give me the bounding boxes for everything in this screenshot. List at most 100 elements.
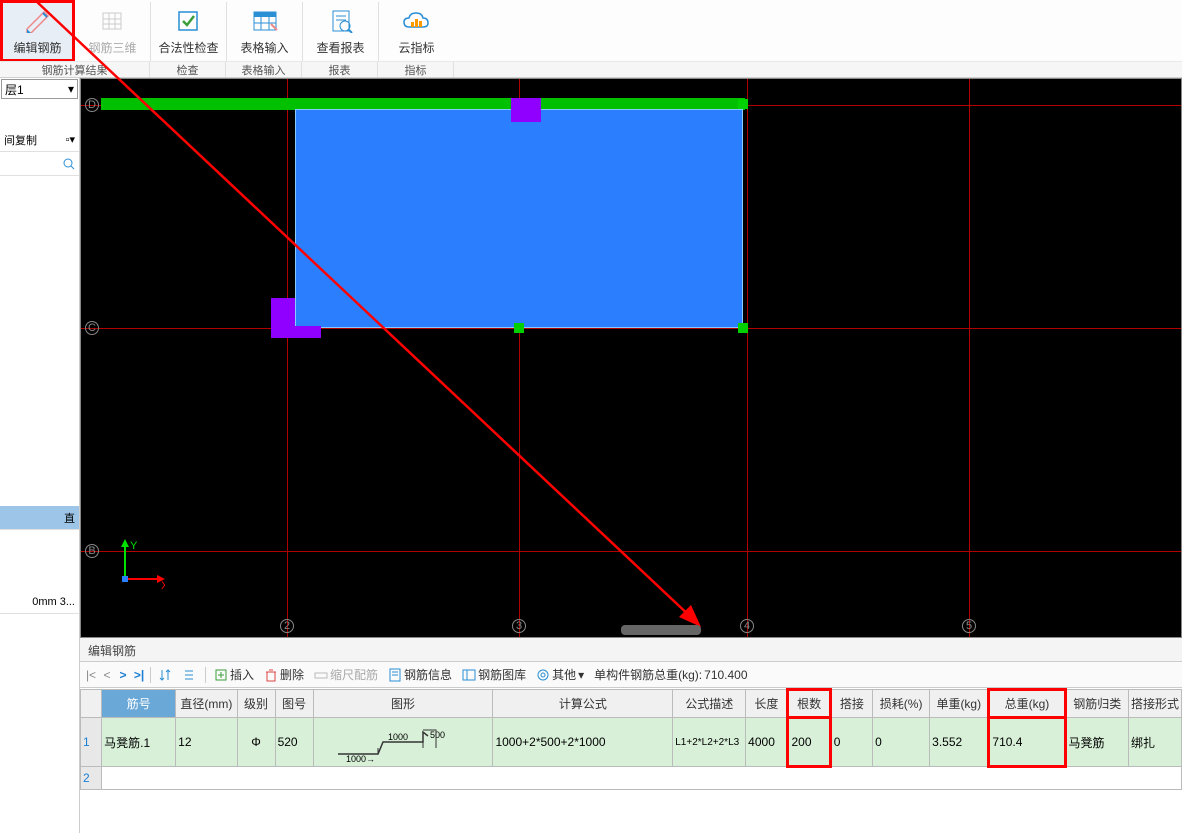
search-item[interactable] [0,152,79,176]
btn-scale: 缩尺配筋 [310,664,382,685]
copy-label[interactable]: 间复制 [4,132,37,148]
pencil-icon [22,7,54,35]
col-shape[interactable]: 图形 [313,690,493,718]
library-icon [462,668,476,682]
table-icon [249,7,281,35]
svg-text:500: 500 [430,730,445,740]
group-label: 表格输入 [226,62,302,77]
col-count[interactable]: 根数 [788,690,830,718]
cell-laptype[interactable]: 绑扎 [1128,718,1181,767]
rebar-shape-icon: 1000 → 1000 500 [328,722,478,762]
nav-next[interactable]: > [116,668,130,682]
cell-formula[interactable]: 1000+2*500+2*1000 [493,718,673,767]
drawing-canvas[interactable]: D C B 2 3 4 5 [80,78,1182,638]
col-grade[interactable]: 级别 [237,690,275,718]
btn-sort2[interactable] [179,666,201,684]
cell-dia[interactable]: 12 [176,718,237,767]
nav-first[interactable]: |< [84,668,98,682]
svg-text:→: → [366,754,375,762]
axis-2: 2 [280,619,294,633]
group-label: 钢筋计算结果 [0,62,150,77]
btn-sort[interactable] [155,666,177,684]
svg-text:1000: 1000 [346,754,366,762]
ribbon-check[interactable]: 合法性检查 [151,0,226,62]
y-label: Y [130,540,138,552]
col-totalw[interactable]: 总重(kg) [989,690,1065,718]
axis-4: 4 [740,619,754,633]
ribbon-edit-rebar[interactable]: 编辑钢筋 [0,0,75,62]
rebar-table: 筋号 直径(mm) 级别 图号 图形 计算公式 公式描述 长度 根数 搭接 损耗… [80,688,1182,790]
col-len[interactable]: 长度 [746,690,788,718]
gridline-5 [969,79,970,637]
col-lap[interactable]: 搭接 [830,690,872,718]
btn-other[interactable]: 其他 ▾ [532,664,588,685]
cell-count[interactable]: 200 [788,718,830,767]
group-label: 指标 [378,62,454,77]
ribbon-label: 钢筋三维 [88,39,136,56]
floor-dropdown[interactable]: 层1 ▾ [1,79,78,99]
cell-shape[interactable]: 1000 → 1000 500 [313,718,493,767]
handle[interactable] [738,323,748,333]
handle[interactable] [738,99,748,109]
col-name[interactable]: 筋号 [102,690,176,718]
purple-node-1[interactable] [511,98,541,122]
cell-shapeno[interactable]: 520 [275,718,313,767]
group-label: 检查 [150,62,226,77]
check-icon [173,7,205,35]
btn-library[interactable]: 钢筋图库 [458,664,530,685]
axis-b: B [85,544,99,558]
cell-name[interactable]: 马凳筋.1 [102,718,176,767]
cell-len[interactable]: 4000 [746,718,788,767]
col-laptype[interactable]: 搭接形式 [1128,690,1181,718]
hscroll-handle[interactable] [621,625,701,635]
ribbon-label: 合法性检查 [158,39,218,56]
gridline-c [81,328,1181,329]
dim-item[interactable]: 0mm 3... [0,590,79,614]
row-num: 1 [81,718,102,767]
cell-desc[interactable]: L1+2*L2+2*L3 [673,718,746,767]
col-loss[interactable]: 损耗(%) [873,690,930,718]
col-shapeno[interactable]: 图号 [275,690,313,718]
col-cat[interactable]: 钢筋归类 [1065,690,1128,718]
left-panel: 层1 ▾ 间复制 ▫▾ 直 0mm 3... [0,78,80,833]
cell-loss[interactable]: 0 [873,718,930,767]
btn-info[interactable]: 钢筋信息 [384,664,456,685]
gridline-4 [747,79,748,637]
selected-item[interactable]: 直 [0,506,79,530]
cell-lap[interactable]: 0 [830,718,872,767]
col-desc[interactable]: 公式描述 [673,690,746,718]
cell-unitw[interactable]: 3.552 [930,718,989,767]
btn-delete[interactable]: 删除 [260,664,308,685]
col-unitw[interactable]: 单重(kg) [930,690,989,718]
table-row[interactable]: 2 [81,767,1182,790]
ribbon-table-input[interactable]: 表格输入 [227,0,302,62]
cell-grade[interactable]: Φ [237,718,275,767]
ribbon-3d[interactable]: 钢筋三维 [75,0,150,62]
cloud-icon [401,7,433,35]
btn-insert[interactable]: 插入 [210,664,258,685]
group-label: 报表 [302,62,378,77]
cell-cat[interactable]: 马凳筋 [1065,718,1128,767]
search-icon [63,158,75,170]
ribbon-cloud[interactable]: 云指标 [379,0,454,62]
chevron-down-icon: ▾ [578,668,584,682]
blue-slab[interactable] [295,109,743,328]
coord-axis: Y X [115,539,165,592]
gridline-2 [287,79,288,637]
col-formula[interactable]: 计算公式 [493,690,673,718]
ribbon-label: 云指标 [398,39,434,56]
handle[interactable] [514,323,524,333]
svg-text:1000: 1000 [388,732,408,742]
nav-prev[interactable]: < [100,668,114,682]
chevron-down-icon: ▾ [68,82,74,96]
summary-label: 单构件钢筋总重(kg): [594,666,702,683]
col-dia[interactable]: 直径(mm) [176,690,237,718]
nav-last[interactable]: >| [132,668,146,682]
dropdown-icon[interactable]: ▫▾ [66,133,75,146]
purple-node-2b[interactable] [271,326,321,338]
ribbon-report[interactable]: 查看报表 [303,0,378,62]
cell-totalw[interactable]: 710.4 [989,718,1065,767]
ribbon-label: 查看报表 [316,39,364,56]
table-row[interactable]: 1 马凳筋.1 12 Φ 520 1000 [81,718,1182,767]
report-icon [325,7,357,35]
